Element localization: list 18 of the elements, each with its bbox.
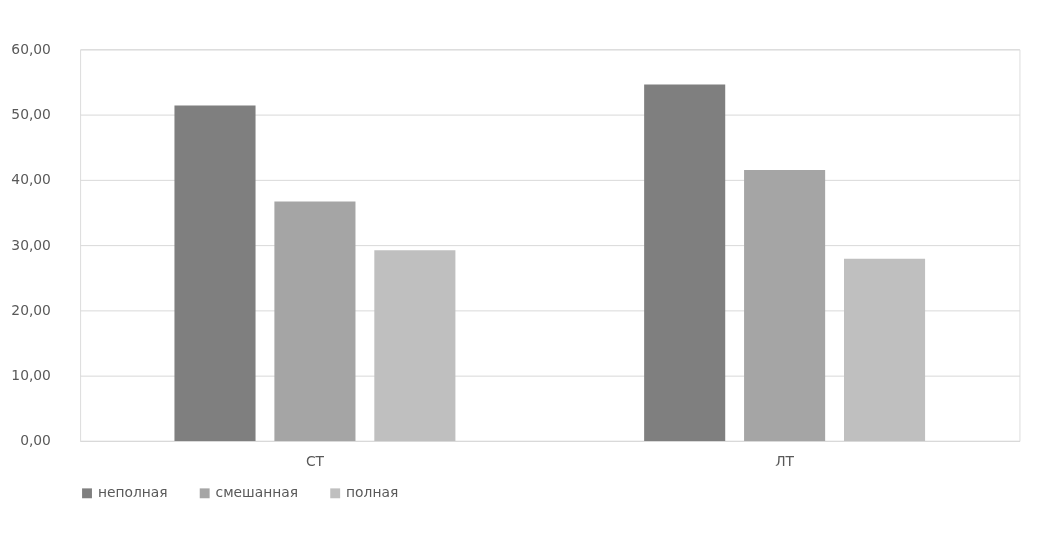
- bar: [174, 105, 256, 441]
- x-tick-label: ЛТ: [775, 453, 795, 470]
- y-tick-label: 20,00: [11, 301, 51, 318]
- y-tick-label: 60,00: [11, 40, 51, 57]
- y-tick-label: 10,00: [11, 367, 51, 384]
- y-tick-label: 50,00: [11, 106, 51, 123]
- y-tick-label: 0,00: [20, 432, 51, 449]
- legend-label: смешанная: [215, 484, 299, 501]
- bar: [644, 84, 726, 441]
- bar: [274, 201, 356, 441]
- bar: [374, 250, 456, 441]
- legend-label: полная: [346, 484, 399, 501]
- y-tick-label: 40,00: [11, 171, 51, 188]
- legend-label: неполная: [97, 484, 168, 501]
- bar: [744, 170, 826, 441]
- x-tick-label: СТ: [305, 453, 325, 470]
- y-tick-label: 30,00: [11, 236, 51, 253]
- bar: [844, 258, 926, 441]
